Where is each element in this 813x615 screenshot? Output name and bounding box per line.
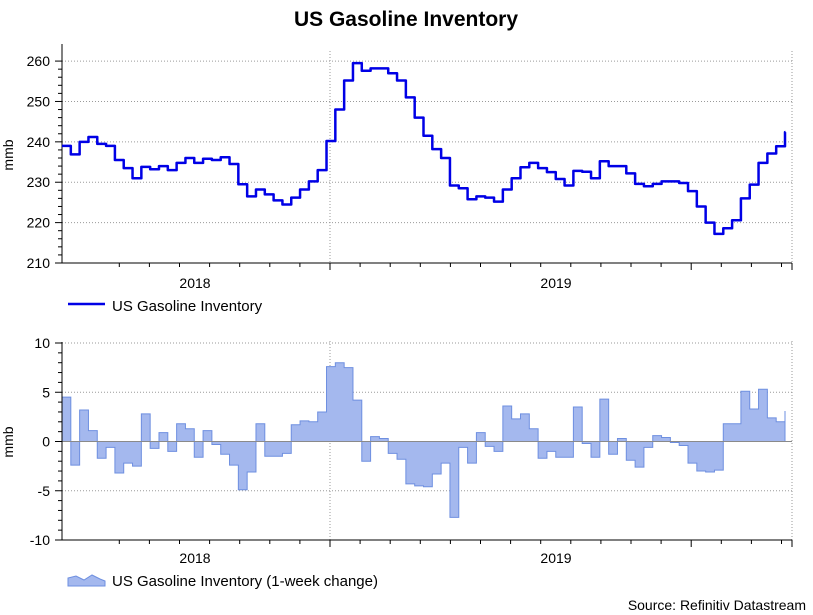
y-tick-label: 5 — [42, 384, 50, 400]
top-y-axis-label: mmb — [0, 139, 16, 170]
y-tick-label: 210 — [27, 255, 51, 271]
top-x-ticks — [118, 263, 793, 270]
top-panel: 210 220 230 240 250 260 mmb 2018 2019 US Gaso… — [0, 44, 793, 315]
series-line-us-gasoline-inventory — [62, 61, 787, 236]
bottom-x-tick-label-2019: 2019 — [540, 550, 571, 566]
top-x-tick-label-2019: 2019 — [540, 275, 571, 291]
y-tick-label: 10 — [34, 335, 50, 351]
legend-label-us-gasoline-inventory-change: US Gasoline Inventory (1-week change) — [112, 573, 378, 590]
bottom-x-ticks — [118, 540, 793, 547]
top-gridlines — [62, 51, 793, 263]
top-x-tick-label-2018: 2018 — [179, 275, 210, 291]
bottom-gridlines — [62, 341, 793, 540]
y-tick-label: 260 — [27, 53, 51, 69]
bottom-x-tick-label-2018: 2018 — [179, 550, 210, 566]
legend-label-us-gasoline-inventory: US Gasoline Inventory — [112, 298, 263, 315]
y-tick-label: 220 — [27, 215, 51, 231]
y-tick-label: 230 — [27, 174, 51, 190]
bottom-legend: US Gasoline Inventory (1-week change) — [67, 573, 378, 590]
top-legend: US Gasoline Inventory — [68, 298, 263, 315]
y-tick-label: 240 — [27, 134, 51, 150]
chart-title: US Gasoline Inventory — [294, 8, 518, 31]
top-y-ticks: 210 220 230 240 250 260 — [27, 53, 62, 271]
y-tick-label: 250 — [27, 93, 51, 109]
bottom-panel: -10 -5 0 5 10 mmb 2018 2019 US Gasoline Inve… — [0, 335, 793, 590]
bottom-y-axis-label: mmb — [0, 426, 16, 457]
source-note: Source: Refinitiv Datastream — [628, 597, 806, 613]
y-tick-label: -10 — [30, 532, 50, 548]
legend-swatch-area — [67, 574, 106, 587]
series-area-us-gasoline-inventory-change — [61, 362, 786, 518]
bottom-y-ticks: -10 -5 0 5 10 — [30, 335, 62, 548]
y-tick-label: 0 — [42, 434, 50, 450]
y-tick-label: -5 — [38, 483, 51, 499]
